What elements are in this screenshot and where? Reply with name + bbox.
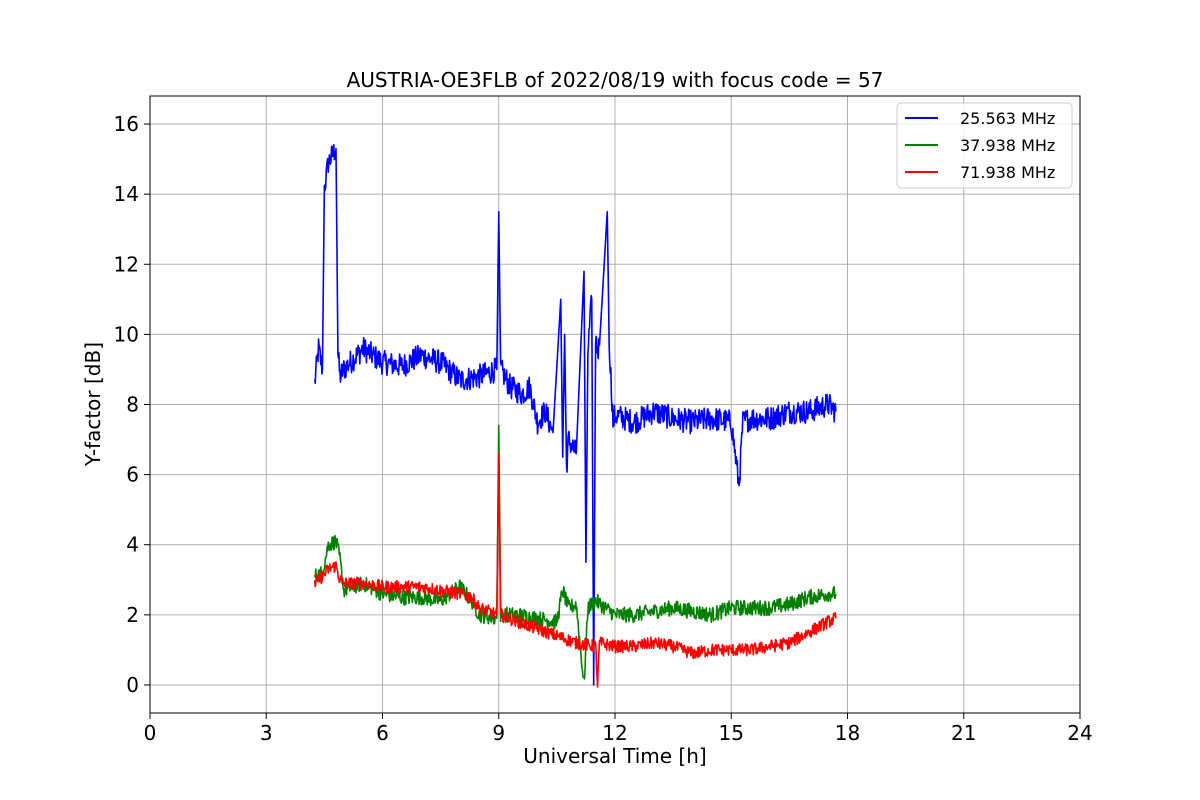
y-tick-label: 12 xyxy=(114,252,139,276)
x-tick-label: 15 xyxy=(719,721,744,745)
x-tick-label: 6 xyxy=(376,721,389,745)
series-line-1 xyxy=(313,143,837,686)
x-axis-label: Universal Time [h] xyxy=(523,744,706,768)
y-tick-label: 16 xyxy=(114,112,139,136)
x-tick-label: 9 xyxy=(492,721,505,745)
plot-series xyxy=(313,143,837,688)
y-tick-label: 4 xyxy=(126,533,139,557)
x-tick-label: 21 xyxy=(951,721,976,745)
x-tick-label: 0 xyxy=(144,721,157,745)
y-tick-label: 8 xyxy=(126,393,139,417)
legend: 25.563 MHz 37.938 MHz 71.938 MHz xyxy=(896,102,1073,189)
series-line-2 xyxy=(313,424,837,680)
legend-label-series-3: 71.938 MHz xyxy=(960,163,1055,182)
y-tick-label: 6 xyxy=(126,463,139,487)
series-line-3 xyxy=(313,452,837,688)
y-tick-label: 0 xyxy=(126,673,139,697)
y-axis-ticks: 0 2 4 6 8 10 12 14 16 xyxy=(114,112,150,697)
chart-title: AUSTRIA-OE3FLB of 2022/08/19 with focus … xyxy=(347,68,884,92)
y-axis-label: Y-factor [dB] xyxy=(81,342,105,467)
legend-label-series-2: 37.938 MHz xyxy=(960,136,1055,155)
y-tick-label: 10 xyxy=(114,322,139,346)
x-tick-label: 12 xyxy=(602,721,627,745)
y-tick-label: 2 xyxy=(126,603,139,627)
legend-box xyxy=(896,102,1073,189)
x-tick-label: 18 xyxy=(835,721,860,745)
x-axis-ticks: 0 3 6 9 12 15 18 21 24 xyxy=(144,713,1093,745)
x-tick-label: 24 xyxy=(1067,721,1092,745)
y-tick-label: 14 xyxy=(114,182,139,206)
x-tick-label: 3 xyxy=(260,721,273,745)
legend-label-series-1: 25.563 MHz xyxy=(960,109,1055,128)
